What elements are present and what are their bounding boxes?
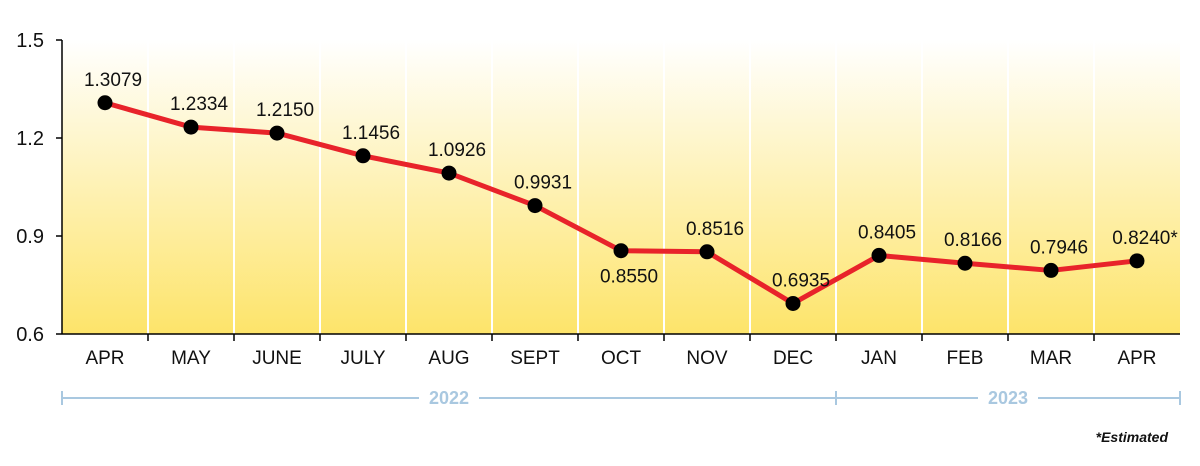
data-label: 0.9931 <box>514 173 572 194</box>
data-label: 0.6935 <box>772 270 830 291</box>
x-tick-label: OCT <box>601 348 642 369</box>
year-label: 2023 <box>988 388 1028 408</box>
axes: 0.6 0.9 1.2 1.5 APR MAY JUNE JULY AUG SEPT OCT NOV D… <box>16 30 1180 369</box>
data-point <box>441 165 457 181</box>
x-tick-label: DEC <box>773 348 813 369</box>
data-point <box>785 295 801 311</box>
data-label: 0.8166 <box>944 230 1002 251</box>
data-label: 0.8405 <box>858 222 916 243</box>
data-point <box>355 148 371 164</box>
data-point <box>871 247 887 263</box>
data-label: 1.3079 <box>84 70 142 91</box>
x-tick-label: APR <box>85 348 124 369</box>
x-tick-label: JULY <box>340 348 385 369</box>
footnote: *Estimated <box>1096 429 1169 445</box>
x-tick-label: APR <box>1117 348 1156 369</box>
data-labels: 1.3079 1.2334 1.2150 1.1456 1.0926 0.9931 0.85… <box>84 70 1178 292</box>
x-tick-label: SEPT <box>510 348 560 369</box>
x-tick-label: NOV <box>686 348 728 369</box>
data-label: 0.8240* <box>1112 228 1178 249</box>
x-tick-label: JAN <box>861 348 897 369</box>
series <box>97 95 1145 311</box>
y-tick-label: 0.6 <box>16 324 44 346</box>
y-tick-label: 0.9 <box>16 226 44 248</box>
data-label: 1.2150 <box>256 100 314 121</box>
data-point <box>1043 262 1059 278</box>
data-label: 0.7946 <box>1030 237 1088 258</box>
data-label: 0.8550 <box>600 267 658 288</box>
x-tick-label: AUG <box>428 348 469 369</box>
x-tick-label: JUNE <box>252 348 302 369</box>
data-label: 0.8516 <box>686 219 744 240</box>
data-label: 1.1456 <box>342 123 400 144</box>
x-tick-label: FEB <box>947 348 984 369</box>
data-point <box>957 255 973 271</box>
plot-background <box>62 40 1180 334</box>
y-tick-label: 1.2 <box>16 128 44 150</box>
data-point <box>527 198 543 214</box>
data-label: 1.2334 <box>170 94 229 115</box>
data-point <box>1129 253 1145 269</box>
data-label: 1.0926 <box>428 140 486 161</box>
year-brackets: 2022 2023 <box>61 388 1181 408</box>
x-tick-label: MAR <box>1030 348 1072 369</box>
y-tick-label: 1.5 <box>16 30 44 52</box>
year-label: 2022 <box>429 388 469 408</box>
data-point <box>699 244 715 260</box>
data-point <box>183 119 199 135</box>
data-point <box>613 243 629 259</box>
data-point <box>97 95 113 111</box>
data-point <box>269 125 285 141</box>
x-tick-label: MAY <box>171 348 211 369</box>
